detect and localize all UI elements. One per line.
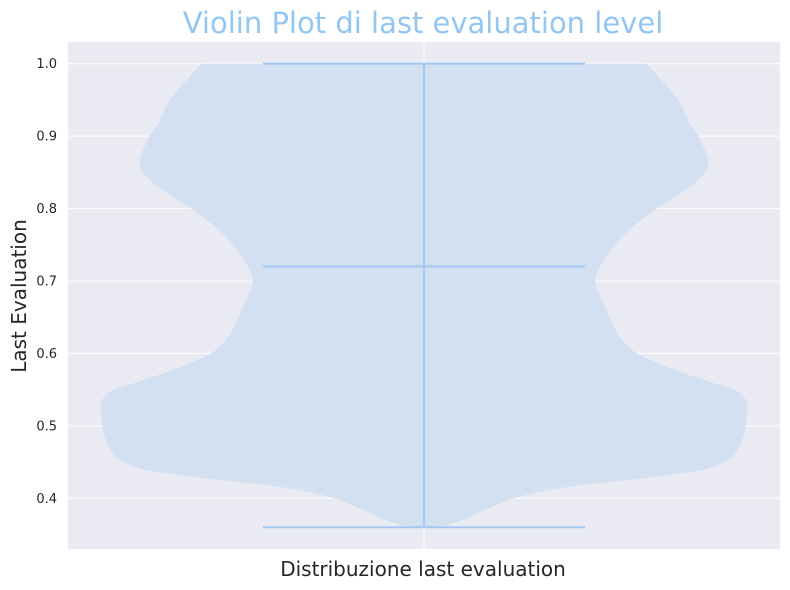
violin-stat-lines <box>263 62 585 529</box>
y-tick-label: 0.5 <box>36 419 57 434</box>
y-tick-label: 0.8 <box>36 202 57 217</box>
y-tick-label: 0.4 <box>36 492 57 507</box>
y-tick-label: 0.9 <box>36 130 57 145</box>
chart-title: Violin Plot di last evaluation level <box>183 6 664 40</box>
y-tick-labels: 0.4 0.5 0.6 0.7 0.8 0.9 1.0 <box>36 57 57 507</box>
x-axis-label: Distribuzione last evaluation <box>280 557 566 581</box>
y-axis-label: Last Evaluation <box>7 219 31 373</box>
y-tick-label: 0.6 <box>36 347 57 362</box>
y-tick-label: 1.0 <box>36 57 57 72</box>
y-tick-label: 0.7 <box>36 275 57 290</box>
